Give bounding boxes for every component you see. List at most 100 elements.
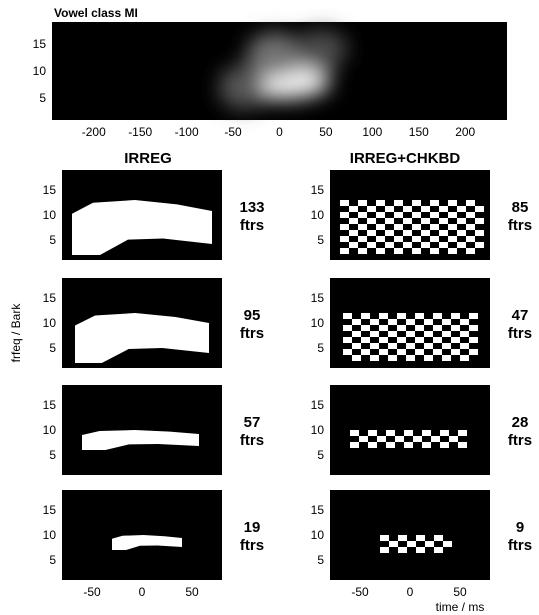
mask-cell-chkbd xyxy=(458,430,467,436)
mask-cell-chkbd xyxy=(475,206,484,212)
mask-cell-chkbd xyxy=(406,343,415,349)
mask-cell-chkbd xyxy=(433,325,442,331)
mask-cell-chkbd xyxy=(407,541,416,547)
mask-cell-chkbd xyxy=(475,230,484,236)
mask-cell-chkbd xyxy=(460,331,469,337)
mask-cell-chkbd xyxy=(377,436,386,442)
mask-region-irreg xyxy=(112,535,182,550)
column-title-chkbd: IRREG+CHKBD xyxy=(350,150,461,167)
mask-cell-chkbd xyxy=(397,313,406,319)
mask-cell-chkbd xyxy=(424,355,433,361)
mask-panel-frame xyxy=(330,490,490,580)
mask-cell-chkbd xyxy=(379,325,388,331)
mask-cell-chkbd xyxy=(376,224,385,230)
mask-cell-chkbd xyxy=(448,248,457,254)
mask-cell-chkbd xyxy=(340,236,349,242)
mask-cell-chkbd xyxy=(361,349,370,355)
mask-cell-chkbd xyxy=(388,319,397,325)
mask-cell-chkbd xyxy=(440,442,449,448)
mask-cell-chkbd xyxy=(421,242,430,248)
mask-cell-chkbd xyxy=(430,236,439,242)
heatmap-y-tick-label: 5 xyxy=(39,91,46,105)
panel-y-tick-label: 5 xyxy=(49,341,56,355)
mask-cell-chkbd xyxy=(358,248,367,254)
mask-cell-chkbd xyxy=(376,212,385,218)
mask-cell-chkbd xyxy=(350,430,359,436)
feature-count: 9 xyxy=(516,519,524,536)
mask-cell-chkbd xyxy=(406,319,415,325)
mask-cell-chkbd xyxy=(398,547,407,553)
mask-cell-chkbd xyxy=(343,325,352,331)
panel-x-tick-label: 50 xyxy=(453,585,467,599)
heatmap-y-tick-label: 10 xyxy=(33,64,47,78)
mask-cell-chkbd xyxy=(352,331,361,337)
mask-cell-chkbd xyxy=(430,248,439,254)
mask-cell-chkbd xyxy=(368,442,377,448)
feature-unit-label: ftrs xyxy=(508,537,532,554)
heatmap-x-tick-label: 100 xyxy=(362,125,382,139)
mask-cell-chkbd xyxy=(352,355,361,361)
panel-y-tick-label: 5 xyxy=(49,553,56,567)
panel-y-tick-label: 15 xyxy=(43,183,57,197)
mask-cell-chkbd xyxy=(403,230,412,236)
panel-y-tick-label: 15 xyxy=(311,183,325,197)
mask-cell-chkbd xyxy=(397,349,406,355)
panel-y-tick-label: 10 xyxy=(43,208,57,222)
mask-cell-chkbd xyxy=(398,535,407,541)
mask-cell-chkbd xyxy=(416,535,425,541)
mask-cell-chkbd xyxy=(376,236,385,242)
mask-cell-chkbd xyxy=(457,230,466,236)
heatmap-x-tick-label: 0 xyxy=(276,125,283,139)
mask-cell-chkbd xyxy=(404,442,413,448)
mask-cell-chkbd xyxy=(394,200,403,206)
mask-panel-frame xyxy=(62,385,222,475)
column-title-irreg: IRREG xyxy=(124,150,172,167)
mask-cell-chkbd xyxy=(448,224,457,230)
panel-y-tick-label: 15 xyxy=(43,503,57,517)
panel-y-tick-label: 5 xyxy=(49,233,56,247)
mask-cell-chkbd xyxy=(415,349,424,355)
heatmap-y-tick-label: 15 xyxy=(33,37,47,51)
mask-cell-chkbd xyxy=(439,206,448,212)
mask-cell-chkbd xyxy=(349,242,358,248)
mask-cell-chkbd xyxy=(340,248,349,254)
mask-cell-chkbd xyxy=(389,541,398,547)
mask-cell-chkbd xyxy=(440,430,449,436)
mask-cell-chkbd xyxy=(460,319,469,325)
heatmap-panel: Vowel class MI 15 10 5 -200 -150 -100 -50 0 50 1… xyxy=(33,6,507,139)
mask-cell-chkbd xyxy=(469,337,478,343)
feature-unit-label: ftrs xyxy=(508,217,532,234)
mask-cell-chkbd xyxy=(421,230,430,236)
mask-cell-chkbd xyxy=(442,343,451,349)
mask-cell-chkbd xyxy=(451,337,460,343)
mask-cell-chkbd xyxy=(406,355,415,361)
mask-cell-chkbd xyxy=(412,224,421,230)
mask-cell-chkbd xyxy=(421,206,430,212)
mask-cell-chkbd xyxy=(404,430,413,436)
mask-cell-chkbd xyxy=(403,218,412,224)
mask-cell-chkbd xyxy=(343,313,352,319)
mask-cell-chkbd xyxy=(340,224,349,230)
mask-cell-chkbd xyxy=(370,319,379,325)
feature-unit-label: ftrs xyxy=(240,217,264,234)
mask-cell-chkbd xyxy=(379,337,388,343)
mask-cell-chkbd xyxy=(361,325,370,331)
mask-cell-chkbd xyxy=(343,349,352,355)
feature-unit-label: ftrs xyxy=(240,432,264,449)
mask-cell-chkbd xyxy=(388,331,397,337)
mask-cell-chkbd xyxy=(475,218,484,224)
feature-count: 57 xyxy=(244,414,261,431)
mask-cell-chkbd xyxy=(439,242,448,248)
mask-cell-chkbd xyxy=(443,541,452,547)
mask-cell-chkbd xyxy=(434,535,443,541)
panel-x-tick-label: 0 xyxy=(139,585,146,599)
mask-cell-chkbd xyxy=(380,547,389,553)
mask-cell-chkbd xyxy=(451,313,460,319)
mask-cell-chkbd xyxy=(394,248,403,254)
mask-cell-chkbd xyxy=(367,242,376,248)
mask-cell-chkbd xyxy=(451,325,460,331)
feature-count: 28 xyxy=(512,414,529,431)
mask-cell-chkbd xyxy=(421,218,430,224)
